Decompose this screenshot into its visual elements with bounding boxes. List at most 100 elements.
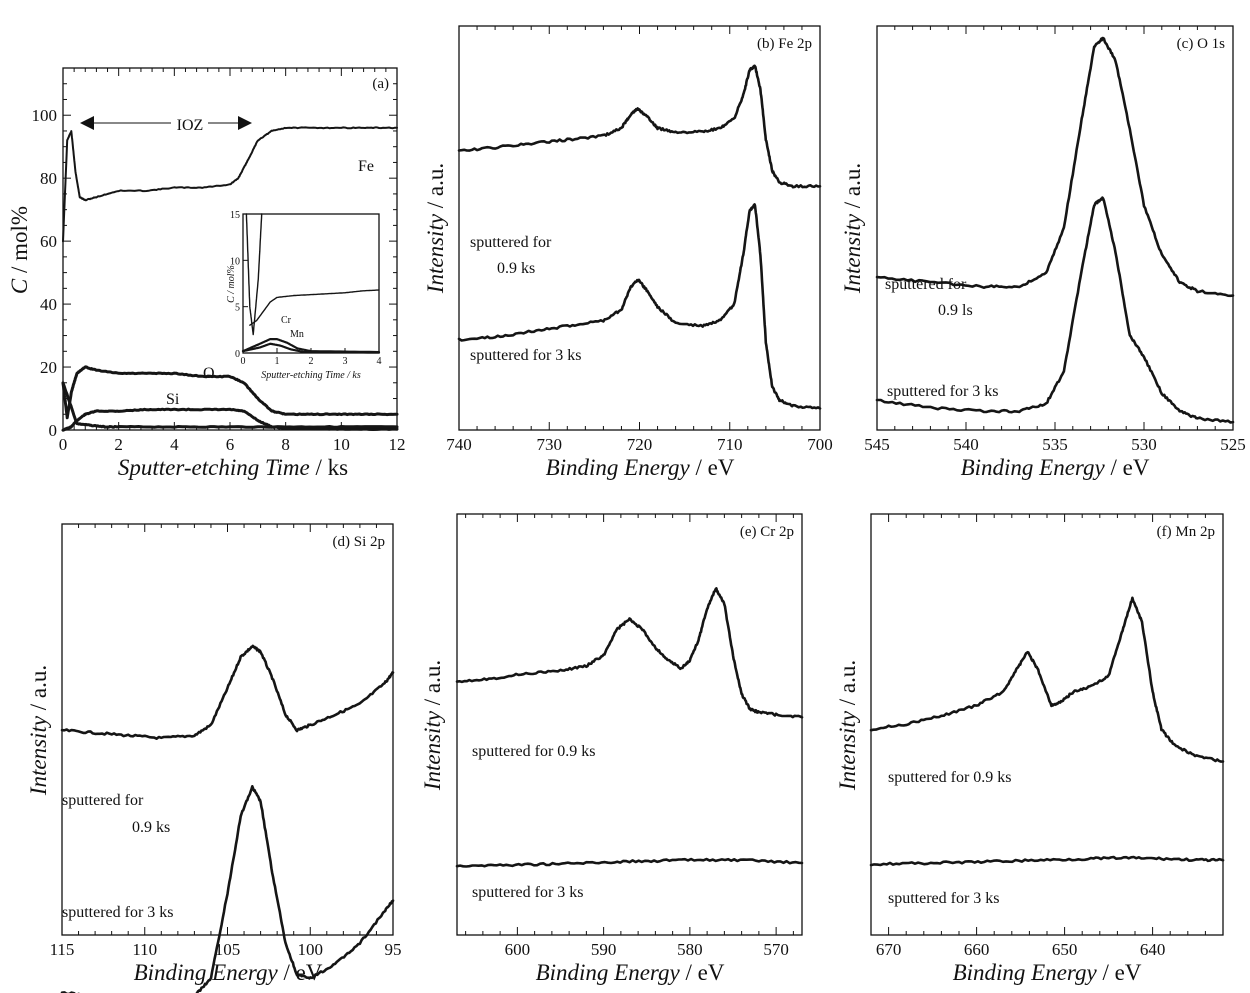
x-tick-label: 4 xyxy=(170,435,179,454)
inset-label-cr: Cr xyxy=(281,315,292,326)
series-other xyxy=(61,381,399,429)
spectrum-label: 0.9 ls xyxy=(938,302,973,319)
spectrum-label: 0.9 ks xyxy=(497,260,535,277)
spectrum-3ks xyxy=(60,785,395,993)
y-axis-label: Intensity / a.u. xyxy=(26,665,51,796)
x-tick-label: 660 xyxy=(964,940,990,959)
x-tick-label: 12 xyxy=(389,435,406,454)
spectrum-0p9ks xyxy=(869,596,1225,763)
y-axis-label: C / mol% xyxy=(7,206,32,294)
arrowhead-right-icon xyxy=(238,116,252,130)
inset-y-tick-label: 0 xyxy=(235,349,240,360)
x-tick-label: 700 xyxy=(807,435,833,454)
inset-series-line xyxy=(245,213,263,336)
inset-y-tick-label: 10 xyxy=(230,256,240,267)
x-axis-label: Binding Energy / eV xyxy=(961,455,1150,480)
plot-frame-c xyxy=(876,25,1234,431)
spectrum-label: sputtered for 3 ks xyxy=(888,890,1000,907)
x-tick-label: 710 xyxy=(717,435,743,454)
inset-x-tick-label: 2 xyxy=(309,356,314,367)
panel-label: (c) O 1s xyxy=(1177,36,1225,52)
y-axis-label: Intensity / a.u. xyxy=(835,660,860,791)
inset-chart: 0 1 2 3 4 0 5 10 15 Cr Mn Sputter-etching Time / ks… xyxy=(226,210,382,381)
x-tick-label: 570 xyxy=(763,940,789,959)
panel-label: (b) Fe 2p xyxy=(757,36,812,52)
spectrum-3ks xyxy=(869,855,1225,867)
panel-c: 545 540 535 530 525 Binding Energy / eV Intens… xyxy=(840,25,1246,480)
x-axis-label: Binding Energy / eV xyxy=(546,455,735,480)
inset-x-tick-label: 0 xyxy=(241,356,246,367)
spectrum-label: sputtered for xyxy=(470,234,552,251)
series-fe xyxy=(62,126,398,243)
panel-label: (d) Si 2p xyxy=(333,534,386,550)
x-tick-label: 730 xyxy=(537,435,563,454)
panel-label: (e) Cr 2p xyxy=(740,524,794,540)
spectrum-label: sputtered for 0.9 ks xyxy=(888,769,1012,786)
x-tick-label: 100 xyxy=(298,940,324,959)
spectrum-3ks xyxy=(875,196,1235,424)
spectrum-0p9ks xyxy=(455,587,804,719)
x-axis-label: Sputter-etching Time / ks xyxy=(118,455,348,480)
y-tick-label: 20 xyxy=(40,358,57,377)
y-axis-label: Intensity / a.u. xyxy=(423,163,448,294)
x-tick-label: 2 xyxy=(114,435,123,454)
x-tick-label: 650 xyxy=(1052,940,1078,959)
x-tick-label: 540 xyxy=(953,435,979,454)
spectrum-0p9ks xyxy=(875,36,1235,298)
x-tick-label: 8 xyxy=(281,435,290,454)
plot-frame-b xyxy=(458,25,821,431)
spectrum-label: sputtered for xyxy=(885,276,967,293)
x-axis-label: Binding Energy / eV xyxy=(134,960,323,985)
x-tick-label: 105 xyxy=(215,940,241,959)
x-tick-label: 110 xyxy=(132,940,157,959)
spectrum-label: sputtered for xyxy=(62,792,144,809)
panel-b: 740 730 720 710 700 Binding Energy / eV Intens… xyxy=(423,25,833,480)
x-tick-label: 525 xyxy=(1220,435,1246,454)
inset-series-cr xyxy=(241,342,381,354)
inset-x-tick-label: 4 xyxy=(377,356,382,367)
x-tick-label: 720 xyxy=(627,435,653,454)
x-axis-label: Binding Energy / eV xyxy=(953,960,1142,985)
plot-frame-d xyxy=(61,523,394,936)
x-tick-label: 600 xyxy=(505,940,531,959)
panel-d: 115 110 105 100 95 Binding Energy / eV Intensi… xyxy=(26,523,402,993)
plot-frame-f xyxy=(870,513,1224,936)
x-tick-label: 6 xyxy=(226,435,235,454)
series-label-si: Si xyxy=(166,391,180,408)
x-tick-label: 590 xyxy=(591,940,617,959)
spectrum-label: 0.9 ks xyxy=(132,819,170,836)
spectrum-label: sputtered for 0.9 ks xyxy=(472,743,596,760)
panel-label: (a) xyxy=(372,76,389,92)
y-axis-label: Intensity / a.u. xyxy=(420,660,445,791)
inset-y-tick-label: 15 xyxy=(230,210,240,221)
spectrum-3ks xyxy=(455,857,804,868)
inset-x-tick-label: 1 xyxy=(275,356,280,367)
inset-label-mn: Mn xyxy=(290,329,304,340)
inset-series-mn xyxy=(241,338,381,354)
ioz-label: IOZ xyxy=(177,117,204,134)
panel-e: 600 590 580 570 Binding Energy / eV Intensity… xyxy=(420,513,804,985)
x-tick-label: 530 xyxy=(1131,435,1157,454)
x-tick-label: 0 xyxy=(59,435,68,454)
spectrum-3ks xyxy=(457,203,822,410)
series-label-o: O xyxy=(203,365,215,382)
spectrum-label: sputtered for 3 ks xyxy=(470,347,582,364)
spectrum-0p9ks xyxy=(60,644,395,740)
y-tick-label: 60 xyxy=(40,232,57,251)
x-tick-label: 740 xyxy=(446,435,472,454)
spectrum-label: sputtered for 3 ks xyxy=(472,884,584,901)
x-tick-label: 10 xyxy=(333,435,350,454)
panel-label: (f) Mn 2p xyxy=(1157,524,1215,540)
y-tick-label: 100 xyxy=(32,106,58,125)
series-label-fe: Fe xyxy=(358,158,374,175)
inset-y-axis-label: C / mol% xyxy=(226,265,237,303)
y-tick-label: 40 xyxy=(40,295,57,314)
spectrum-0p9ks xyxy=(457,64,822,189)
x-tick-label: 545 xyxy=(864,435,890,454)
series-o xyxy=(61,365,399,420)
x-tick-label: 670 xyxy=(876,940,902,959)
inset-frame xyxy=(242,213,380,354)
spectrum-label: sputtered for 3 ks xyxy=(887,383,999,400)
